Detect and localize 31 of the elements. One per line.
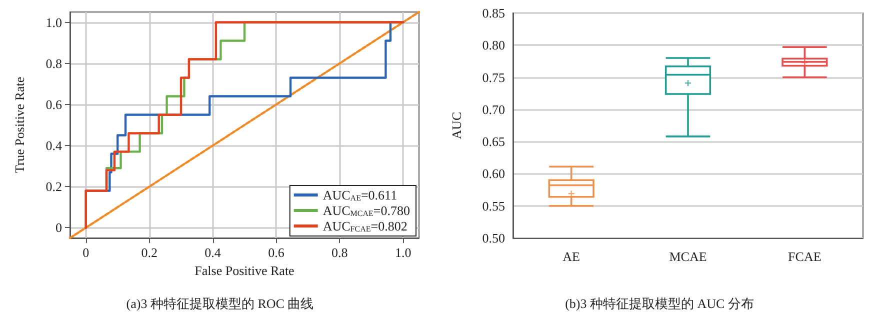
y-tick-label: 0.75: [482, 70, 505, 85]
x-tick-label: 0.8: [332, 245, 348, 260]
legend-label: AUCMCAE=0.780: [322, 203, 410, 218]
y-tick-label: 0.70: [482, 102, 505, 117]
text: (a)3 种特征提取模型的 ROC 曲线: [126, 296, 314, 311]
x-tick-label: 0.4: [204, 245, 222, 260]
y-tick-label: 0.2: [46, 179, 62, 194]
x-tick-label: 0.6: [268, 245, 285, 260]
y-tick-label: 0.4: [46, 138, 62, 154]
y-tick-label: 0.50: [482, 230, 505, 246]
x-tick-label: FCAE: [788, 249, 822, 264]
y-tick-label: 1.0: [46, 14, 62, 30]
y-tick-label: 0.80: [482, 38, 505, 53]
x-axis-title: False Positive Rate: [194, 262, 295, 278]
text: (b)3 种特征提取模型的 AUC 分布: [565, 296, 754, 311]
y-tick-label: 0.6: [46, 96, 62, 112]
y-tick-label: 0: [56, 220, 62, 236]
y-tick-label: 0.85: [482, 6, 505, 20]
x-tick-label: 1.0: [395, 245, 412, 260]
y-tick-label: 0.8: [46, 56, 62, 71]
x-tick-label: AE: [562, 249, 580, 264]
x-tick-label: MCAE: [669, 249, 707, 264]
legend-label: AUCAE=0.611: [322, 188, 398, 202]
legend-label: AUCFCAE=0.802: [322, 218, 408, 234]
x-tick-label: 0: [82, 245, 90, 260]
y-axis-title: AUC: [449, 112, 464, 140]
y-axis-title: True Positive Rate: [12, 76, 27, 174]
x-tick-label: 0.2: [141, 245, 158, 260]
y-tick-label: 0.65: [482, 134, 505, 150]
y-tick-label: 0.60: [482, 166, 505, 182]
y-tick-label: 0.55: [482, 198, 505, 214]
